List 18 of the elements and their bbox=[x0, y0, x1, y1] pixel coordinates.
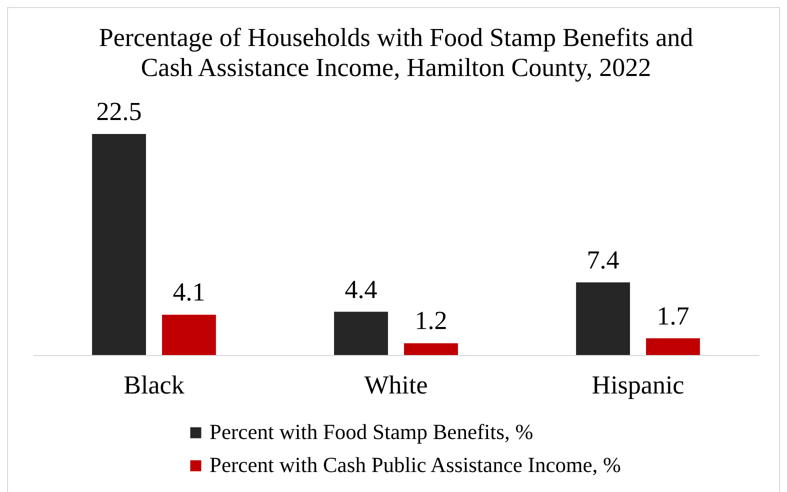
bar bbox=[162, 314, 216, 355]
bar bbox=[576, 282, 630, 355]
data-label: 22.5 bbox=[96, 97, 142, 126]
data-label: 1.7 bbox=[656, 301, 690, 330]
chart-title: Percentage of Households with Food Stamp Benefits and Cash Assistance Income, Hamilton County, 2022 bbox=[98, 23, 694, 82]
bar bbox=[334, 312, 388, 355]
legend-label: Percent with Food Stamp Benefits, % bbox=[210, 420, 534, 444]
data-label: 4.1 bbox=[172, 278, 206, 307]
data-label: 7.4 bbox=[586, 245, 620, 274]
data-label: 1.2 bbox=[414, 306, 448, 336]
data-label: 4.4 bbox=[344, 274, 378, 304]
x-tick-label: Black bbox=[124, 370, 184, 400]
bar bbox=[646, 338, 700, 355]
bar bbox=[404, 343, 458, 355]
x-tick-label: Hispanic bbox=[592, 370, 684, 400]
x-tick-label: White bbox=[364, 370, 428, 400]
legend-label: Percent with Cash Public Assistance Income, % bbox=[210, 452, 621, 477]
bar bbox=[92, 134, 146, 355]
